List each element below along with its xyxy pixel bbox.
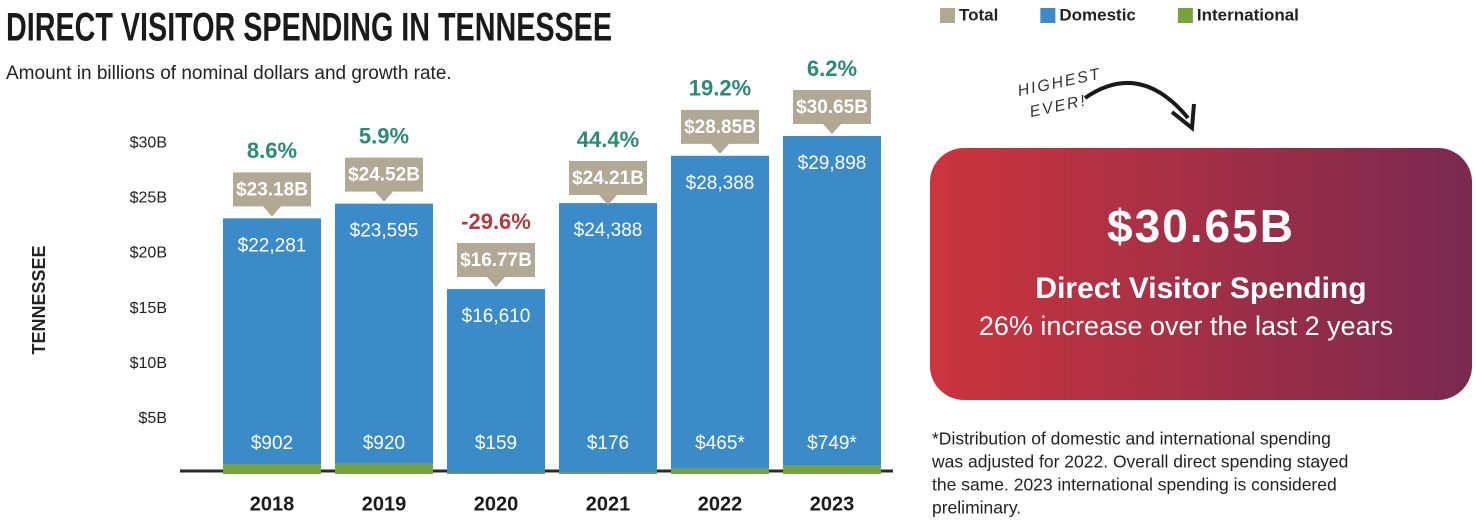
y-tick-label: $30B (130, 134, 167, 151)
chart-title: DIRECT VISITOR SPENDING IN TENNESSEE (6, 6, 612, 50)
legend: Total Domestic International (940, 5, 1299, 24)
value-label: $465* (695, 433, 745, 454)
total-label: $16.77B (460, 250, 532, 271)
bar-segment (447, 289, 545, 473)
y-tick-label: $20B (130, 245, 167, 262)
bar-segment (223, 218, 321, 465)
total-callout (681, 109, 759, 154)
value-label: $29,898 (798, 153, 867, 174)
value-label: $24,388 (574, 220, 643, 241)
total-callout (793, 89, 871, 134)
y-tick-label: $10B (130, 355, 167, 372)
value-label: $22,281 (238, 235, 307, 256)
value-label: $749* (807, 433, 857, 454)
bar-segment (223, 464, 321, 474)
value-label: $176 (587, 433, 629, 454)
footnote: *Distribution of domestic and internatio… (931, 429, 1348, 518)
footnote-line: the same. 2023 international spending is… (932, 475, 1337, 495)
growth-label: 5.9% (359, 123, 409, 148)
growth-label: 8.6% (247, 138, 297, 163)
legend-swatch (940, 8, 955, 23)
arrowhead (1170, 103, 1196, 132)
bar-segment (559, 203, 657, 473)
footnote-line: *Distribution of domestic and internatio… (932, 429, 1331, 449)
arrow (1083, 81, 1190, 120)
bar-segment (335, 463, 433, 474)
y-axis-label: TENNESSEE (29, 245, 49, 354)
chart-subtitle: Amount in billions of nominal dollars an… (6, 63, 452, 84)
bar-segment (671, 155, 769, 469)
bar-segment (335, 203, 433, 464)
bar-segment (559, 472, 657, 474)
x-tick-label: 2023 (810, 493, 855, 515)
value-label: $920 (363, 433, 405, 454)
y-tick-label: $5B (139, 410, 167, 427)
x-tick-label: 2019 (362, 493, 407, 515)
total-callout (569, 160, 647, 205)
callout-note: EVER! (1028, 92, 1088, 121)
card-subtitle: 26% increase over the last 2 years (979, 311, 1393, 341)
x-tick-label: 2018 (250, 493, 295, 515)
y-tick-label: $25B (130, 190, 167, 207)
bar-segment (671, 468, 769, 474)
legend-label: International (1197, 5, 1299, 24)
legend-label: Domestic (1059, 5, 1136, 24)
legend-label: Total (959, 5, 998, 24)
total-label: $24.52B (348, 165, 420, 186)
growth-label: 44.4% (577, 127, 639, 152)
value-label: $23,595 (350, 221, 419, 242)
value-label: $28,388 (686, 173, 755, 194)
total-callout (233, 172, 311, 217)
x-tick-label: 2021 (586, 493, 631, 515)
legend-swatch (1177, 8, 1193, 23)
footnote-line: preliminary. (932, 498, 1021, 518)
value-label: $16,610 (462, 306, 531, 327)
growth-label: -29.6% (461, 209, 531, 234)
total-label: $30.65B (796, 97, 868, 118)
card-title: Direct Visitor Spending (1035, 272, 1366, 305)
legend-swatch (1040, 8, 1056, 23)
x-tick-label: 2022 (698, 493, 743, 515)
y-tick-label: $15B (130, 300, 167, 317)
x-tick-label: 2020 (474, 493, 519, 515)
total-label: $24.21B (572, 168, 644, 189)
total-callout (345, 157, 423, 202)
growth-label: 6.2% (807, 56, 857, 81)
value-label: $902 (251, 433, 293, 454)
growth-label: 19.2% (689, 76, 751, 101)
footnote-line: was adjusted for 2022. Overall direct sp… (931, 452, 1348, 472)
bar-segment (783, 136, 881, 466)
bar-segment (783, 465, 881, 474)
card-value: $30.65B (1107, 200, 1295, 252)
total-label: $23.18B (236, 179, 308, 200)
total-callout (457, 243, 535, 288)
total-label: $28.85B (684, 117, 756, 138)
value-label: $159 (475, 433, 517, 454)
bar-segment (447, 472, 545, 474)
highlight-card (930, 148, 1472, 400)
